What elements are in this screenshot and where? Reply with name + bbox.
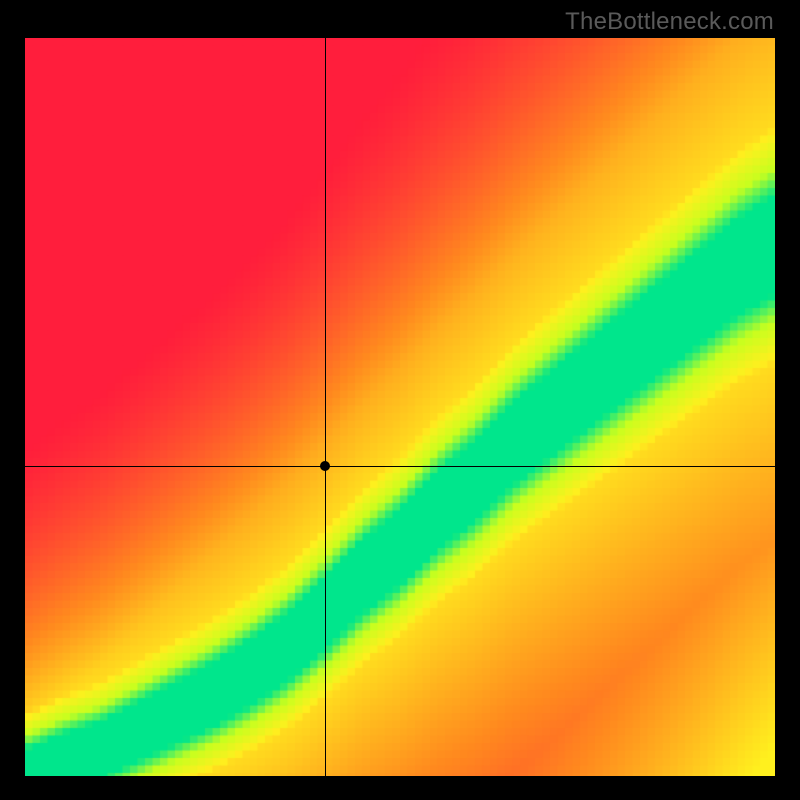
marker-dot — [320, 461, 330, 471]
crosshair-vertical — [325, 38, 326, 776]
watermark-label: TheBottleneck.com — [565, 8, 774, 36]
root: TheBottleneck.com — [0, 0, 800, 800]
heatmap-chart — [25, 38, 775, 776]
heatmap-canvas — [25, 38, 775, 776]
crosshair-horizontal — [25, 466, 775, 467]
